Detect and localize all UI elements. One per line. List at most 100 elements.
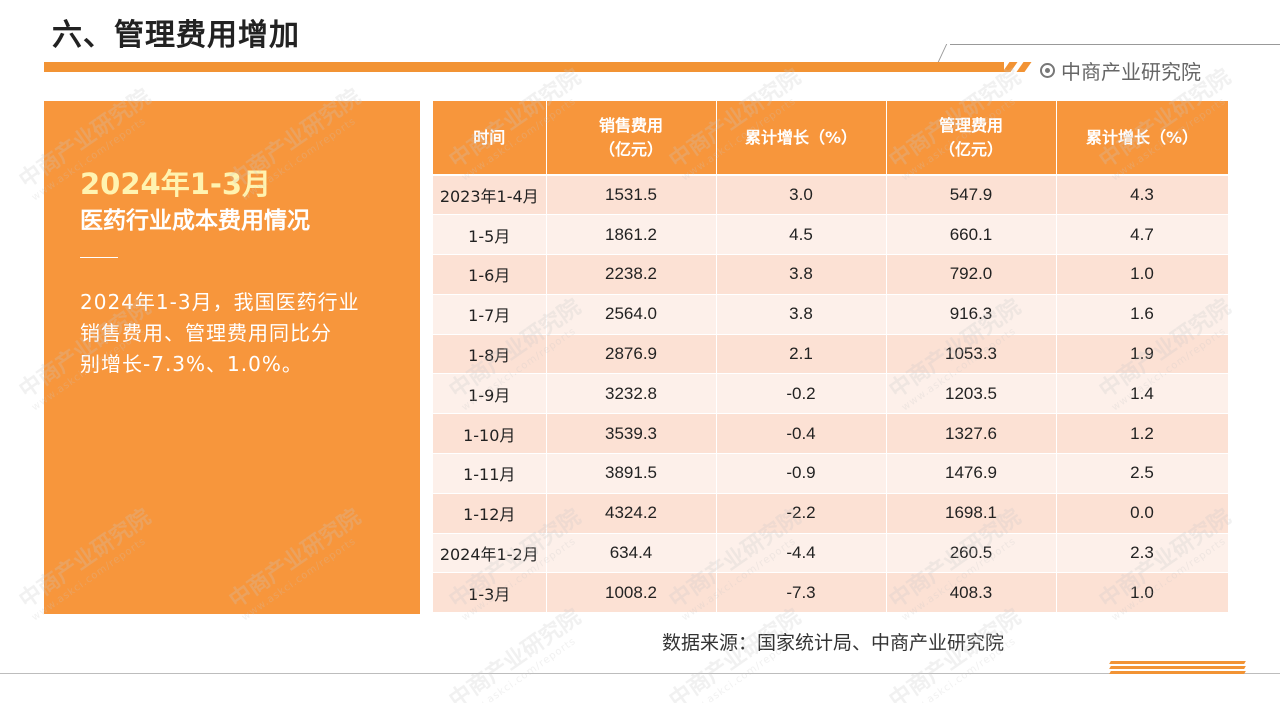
table-cell-time: 2024年1-2月 xyxy=(433,533,547,574)
column-header-label: 销售费用 xyxy=(598,115,663,135)
data-source-note: 数据来源：国家统计局、中商产业研究院 xyxy=(662,632,1005,654)
table-cell-sales-growth: 3.0 xyxy=(716,175,887,216)
table-cell-sales-growth: 4.5 xyxy=(716,214,887,256)
table-cell-admin-growth: 1.4 xyxy=(1056,373,1229,415)
panel-year-heading: 2024年1-3月 xyxy=(80,167,272,201)
column-header-unit: （亿元） xyxy=(598,139,663,159)
column-header: 销售费用 （亿元） xyxy=(546,101,717,176)
table-row: 2024年1-2月 634.4 -4.4 260.5 2.3 xyxy=(433,533,1229,574)
footer-stripes xyxy=(1109,661,1246,675)
column-header-unit: （亿元） xyxy=(938,139,1003,159)
table-cell-time: 1-12月 xyxy=(433,493,547,534)
table-cell-sales-growth: 2.1 xyxy=(716,334,887,375)
table-cell-admin-growth: 4.3 xyxy=(1056,175,1229,216)
table-cell-sales: 1008.2 xyxy=(546,572,717,614)
table-header-row: 时间 销售费用 （亿元） 累计增长（%） 管理费用 （亿元） 累计增长（%） xyxy=(433,101,1229,176)
table-row: 1-3月 1008.2 -7.3 408.3 1.0 xyxy=(433,572,1229,614)
table-cell-time: 1-5月 xyxy=(433,214,547,256)
table-cell-admin: 1476.9 xyxy=(886,453,1057,494)
column-header-label: 时间 xyxy=(473,127,506,147)
column-header: 累计增长（%） xyxy=(716,101,887,176)
table-cell-time: 1-9月 xyxy=(433,373,547,415)
table-cell-admin: 1203.5 xyxy=(886,373,1057,415)
brand-name: 中商产业研究院 xyxy=(1061,60,1201,84)
watermark-text: 中商产业研究院 xyxy=(445,604,586,703)
panel-summary-text: 2024年1-3月，我国医药行业 销售费用、管理费用同比分 别增长-7.3%、1… xyxy=(80,287,400,380)
table-cell-sales: 2876.9 xyxy=(546,334,717,375)
table-cell-admin: 1327.6 xyxy=(886,413,1057,455)
table-cell-admin-growth: 1.6 xyxy=(1056,294,1229,335)
table-cell-time: 1-8月 xyxy=(433,334,547,375)
header-thin-line xyxy=(950,44,1280,45)
table-row: 1-6月 2238.2 3.8 792.0 1.0 xyxy=(433,254,1229,295)
table-row: 1-8月 2876.9 2.1 1053.3 1.9 xyxy=(433,334,1229,375)
table-cell-admin: 1053.3 xyxy=(886,334,1057,375)
table-cell-sales: 4324.2 xyxy=(546,493,717,534)
table-cell-admin: 408.3 xyxy=(886,572,1057,614)
header-stripes xyxy=(1000,62,1040,72)
table-cell-sales: 3891.5 xyxy=(546,453,717,494)
table-cell-sales: 3539.3 xyxy=(546,413,717,455)
header-accent-bar xyxy=(44,62,1004,72)
table-cell-admin-growth: 2.3 xyxy=(1056,533,1229,574)
table-cell-sales-growth: -7.3 xyxy=(716,572,887,614)
table-cell-sales: 3232.8 xyxy=(546,373,717,415)
table-cell-admin-growth: 2.5 xyxy=(1056,453,1229,494)
column-header: 管理费用 （亿元） xyxy=(886,101,1057,176)
table-cell-time: 1-6月 xyxy=(433,254,547,295)
table-cell-admin-growth: 1.9 xyxy=(1056,334,1229,375)
table-cell-sales: 2564.0 xyxy=(546,294,717,335)
table-row: 1-11月 3891.5 -0.9 1476.9 2.5 xyxy=(433,453,1229,494)
table-cell-admin-growth: 1.0 xyxy=(1056,572,1229,614)
table-cell-sales-growth: -4.4 xyxy=(716,533,887,574)
panel-text-line: 别增长-7.3%、1.0%。 xyxy=(80,352,303,376)
table-cell-sales-growth: -0.2 xyxy=(716,373,887,415)
column-header-label: 管理费用 xyxy=(938,115,1003,135)
watermark-url: www.askci.com/reports xyxy=(459,635,579,703)
table-row: 1-12月 4324.2 -2.2 1698.1 0.0 xyxy=(433,493,1229,534)
table-cell-time: 1-10月 xyxy=(433,413,547,455)
table-cell-admin: 1698.1 xyxy=(886,493,1057,534)
footer-line xyxy=(0,673,1280,674)
table-cell-admin: 660.1 xyxy=(886,214,1057,256)
table-cell-admin: 547.9 xyxy=(886,175,1057,216)
summary-panel: 2024年1-3月 医药行业成本费用情况 2024年1-3月，我国医药行业 销售… xyxy=(44,101,420,614)
table-cell-sales-growth: -0.9 xyxy=(716,453,887,494)
table-cell-admin-growth: 0.0 xyxy=(1056,493,1229,534)
table-cell-admin: 916.3 xyxy=(886,294,1057,335)
table-cell-sales: 1531.5 xyxy=(546,175,717,216)
table-cell-time: 1-3月 xyxy=(433,572,547,614)
table-cell-admin-growth: 1.0 xyxy=(1056,254,1229,295)
table-row: 1-7月 2564.0 3.8 916.3 1.6 xyxy=(433,294,1229,335)
panel-divider xyxy=(80,257,118,258)
column-header: 累计增长（%） xyxy=(1056,101,1229,176)
table-cell-sales-growth: -2.2 xyxy=(716,493,887,534)
watermark: 中商产业研究院 www.askci.com/reports xyxy=(442,600,593,703)
panel-subtitle: 医药行业成本费用情况 xyxy=(80,208,310,234)
table-cell-admin: 792.0 xyxy=(886,254,1057,295)
column-header: 时间 xyxy=(433,101,547,176)
table-cell-sales: 2238.2 xyxy=(546,254,717,295)
table-cell-sales-growth: 3.8 xyxy=(716,254,887,295)
table-cell-sales: 634.4 xyxy=(546,533,717,574)
panel-text-line: 销售费用、管理费用同比分 xyxy=(80,321,332,345)
table-cell-admin-growth: 4.7 xyxy=(1056,214,1229,256)
panel-text-line: 2024年1-3月，我国医药行业 xyxy=(80,290,360,314)
table-body: 2023年1-4月 1531.5 3.0 547.9 4.3 1-5月 1861.2 4.5 6… xyxy=(433,175,1229,614)
column-header-label: 累计增长（%） xyxy=(1085,127,1199,147)
header-thin-slope xyxy=(937,44,948,62)
page-title: 六、管理费用增加 xyxy=(52,18,300,53)
table-cell-admin: 260.5 xyxy=(886,533,1057,574)
table-cell-time: 2023年1-4月 xyxy=(433,175,547,216)
table-cell-time: 1-11月 xyxy=(433,453,547,494)
table-row: 1-10月 3539.3 -0.4 1327.6 1.2 xyxy=(433,413,1229,455)
table-cell-time: 1-7月 xyxy=(433,294,547,335)
table-cell-admin-growth: 1.2 xyxy=(1056,413,1229,455)
table-row: 1-5月 1861.2 4.5 660.1 4.7 xyxy=(433,214,1229,256)
column-header-label: 累计增长（%） xyxy=(744,127,858,147)
table-cell-sales-growth: 3.8 xyxy=(716,294,887,335)
brand-circle-icon xyxy=(1040,63,1055,78)
table-cell-sales: 1861.2 xyxy=(546,214,717,256)
expense-table: 时间 销售费用 （亿元） 累计增长（%） 管理费用 （亿元） 累计增长（%） 2023年1-… xyxy=(433,101,1229,614)
brand-logo: 中商产业研究院 xyxy=(1040,56,1201,85)
